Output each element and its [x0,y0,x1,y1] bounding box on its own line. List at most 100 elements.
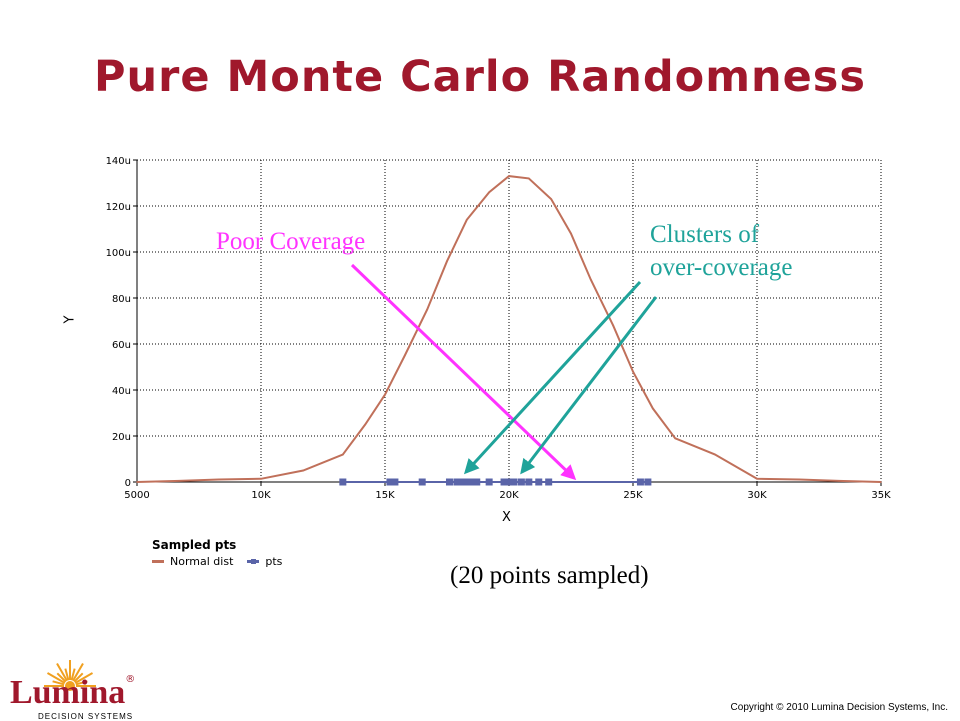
normal-dist-point [570,232,572,235]
legend-title: Sampled pts [152,538,237,552]
poor-coverage-annotation: Poor Coverage [216,228,366,255]
logo-name: Lumina [10,674,126,711]
legend: Sampled pts Normal dist pts [152,538,282,568]
sun-icon [44,660,96,691]
normal-dist-point [446,260,448,263]
y-tick-label: 80u [112,294,131,305]
normal-dist-point [384,393,386,396]
slide-title: Pure Monte Carlo Randomness [94,52,866,102]
y-tick-label: 0 [125,478,131,489]
sun-ray [74,672,94,684]
x-tick-label: 15K [375,490,395,501]
normal-dist-point [528,177,530,180]
normal-dist-point [674,437,676,440]
y-axis-label: Y [62,315,78,324]
x-tick-label: 20K [499,490,519,501]
sampled-point [510,478,518,486]
y-tick-label: 140u [106,156,131,167]
sampled-point [473,478,481,486]
sun-core [65,681,75,691]
logo-reg: ® [125,674,136,685]
sun-ray [64,668,70,681]
normal-dist-point [426,308,428,311]
legend-item-pts: pts [247,555,282,568]
x-tick-label: 30K [747,490,767,501]
sampled-point [644,478,652,486]
x-tick-label: 25K [623,490,643,501]
sun-ray [56,672,67,683]
normal-dist-point [404,354,406,357]
sun-ray [73,672,84,683]
poor-coverage-arrow [350,263,577,481]
normal-dist-point [260,477,262,480]
sun-ray [75,680,88,686]
clusters-annotation-line2: over-coverage [650,254,793,281]
sampled-point [339,478,347,486]
normal-dist-point [178,480,180,482]
normal-dist-point [590,278,592,281]
y-tick-label: 40u [112,386,131,397]
y-tick-label: 100u [106,248,131,259]
sampled-point [468,478,476,486]
sampled-point [525,478,533,486]
normal-dist-point [218,478,220,481]
sampled-point [463,478,471,486]
sampled-point [391,478,399,486]
normal-dist-point [612,324,614,327]
copyright: Copyright © 2010 Lumina Decision Systems… [730,702,948,713]
normal-dist-point [508,175,510,177]
normal-dist-point [488,191,490,193]
sampled-point [458,478,466,486]
normal-dist-point [756,477,758,480]
chart-grid [137,159,882,482]
y-tick-label: 20u [112,432,131,443]
cluster-arrow-right [520,296,658,475]
chart-axes: 5000 10K 15K 20K 25K 30K 35K 0 20u 40u 60u 80u 100u 1… [106,156,892,501]
sampled-point [445,478,453,486]
normal-dist-point [342,453,344,456]
lumina-logo: Lumina® DECISION SYSTEMS [8,652,138,721]
sampled-point [545,478,553,486]
normal-dist-point [652,407,654,410]
sun-ray [70,668,76,681]
sun-ray [56,662,68,682]
normal-dist-point [880,481,882,483]
sampled-point [535,478,543,486]
normal-dist-point [550,198,552,200]
legend-label-pts: pts [265,555,283,568]
x-tick-label: 10K [251,490,271,501]
normal-dist-point [714,453,716,456]
sampled-point [500,478,508,486]
x-tick-label: 5000 [124,490,149,501]
x-tick-label: 35K [871,490,891,501]
normal-dist-point [364,423,366,426]
cluster-arrow-left [463,280,642,475]
legend-swatch-normal-dist [152,560,164,563]
legend-label-normal-dist: Normal dist [170,555,234,568]
clusters-annotation-line1: Clusters of [650,221,760,248]
sampled-point [418,478,426,486]
normal-dist-point [838,480,840,482]
normal-dist-point [136,481,138,483]
y-tick-label: 120u [106,202,131,213]
sampled-point [517,478,525,486]
normal-dist-point [798,478,800,481]
clusters-annotation: Clusters of over-coverage [650,218,792,284]
annotation-arrows [350,263,658,481]
logo-subtitle: DECISION SYSTEMS [38,712,134,721]
legend-item-normal-dist: Normal dist [152,555,233,568]
legend-swatch-pts [247,559,260,564]
sampled-point [505,478,513,486]
normal-dist-point [466,219,468,221]
sun-ray [52,680,65,686]
normal-dist-point [632,370,634,373]
sampled-point [636,478,644,486]
chart-series [136,175,882,486]
y-tick-label: 60u [112,340,131,351]
sampled-point [386,478,394,486]
sun-ray [72,662,84,682]
sample-note: (20 points sampled) [450,562,649,589]
sampled-point [453,478,461,486]
sun-ray [46,672,66,684]
